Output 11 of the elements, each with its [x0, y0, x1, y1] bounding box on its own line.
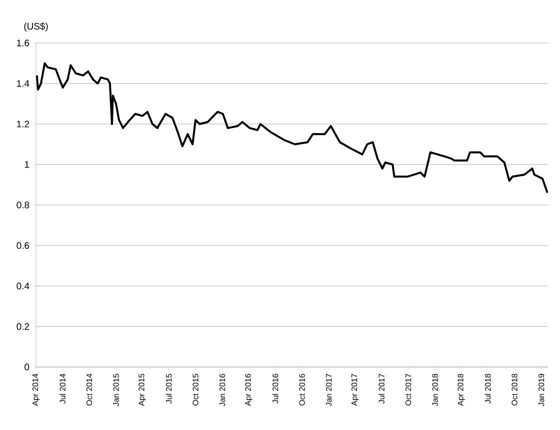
y-axis-title: (US$)	[24, 22, 48, 32]
y-tick-label: 1.6	[17, 40, 30, 46]
y-tick-label: 1.4	[17, 80, 30, 87]
y-tick-label: 0.4	[16, 282, 30, 290]
y-tick-label: 0	[24, 364, 30, 370]
y-tick-label: 1	[24, 161, 30, 168]
line-series	[36, 62, 548, 194]
y-tick-label: 0.6	[16, 242, 30, 249]
y-tick-label: 1.2	[17, 120, 30, 128]
y-tick-label: 0.8	[16, 202, 30, 208]
y-tick-label: 0.2	[16, 323, 30, 330]
